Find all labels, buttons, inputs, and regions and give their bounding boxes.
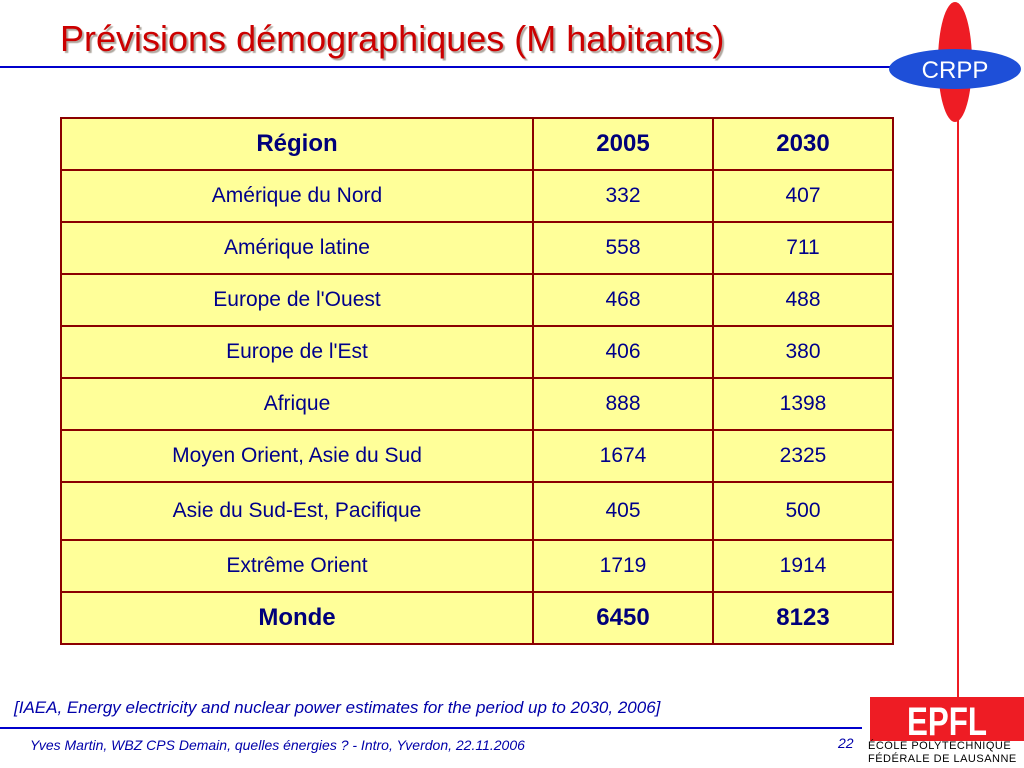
cell-2005: 405: [532, 481, 714, 541]
header-2005: 2005: [532, 117, 714, 171]
epfl-logo-mark: EPFL: [907, 700, 987, 741]
crpp-logo-text: CRPP: [922, 57, 989, 84]
epfl-wordmark: ÉCOLE POLYTECHNIQUE FÉDÉRALE DE LAUSANNE: [868, 740, 1024, 766]
crpp-vertical-line: [957, 120, 959, 700]
slide-title: Prévisions démographiques (M habitants): [60, 18, 725, 59]
epfl-logo-background: [870, 697, 1024, 741]
population-table: Région 2005 2030 Amérique du Nord 332 40…: [60, 117, 894, 645]
cell-2030: 380: [712, 325, 894, 379]
cell-region: Europe de l'Ouest: [60, 273, 534, 327]
table-row: Amérique latine 558 711: [60, 221, 894, 275]
cell-2005: 888: [532, 377, 714, 431]
epfl-logo: EPFL: [870, 697, 1024, 741]
table-row: Amérique du Nord 332 407: [60, 169, 894, 223]
table-row: Europe de l'Est 406 380: [60, 325, 894, 379]
table-row: Moyen Orient, Asie du Sud 1674 2325: [60, 429, 894, 483]
cell-2005: 1674: [532, 429, 714, 483]
cell-region: Europe de l'Est: [60, 325, 534, 379]
footer-text: Yves Martin, WBZ CPS Demain, quelles éne…: [30, 737, 525, 753]
source-citation: [IAEA, Energy electricity and nuclear po…: [14, 698, 661, 717]
cell-2005: 332: [532, 169, 714, 223]
table-total-row: Monde 6450 8123: [60, 591, 894, 645]
header-2030: 2030: [712, 117, 894, 171]
cell-2005: 468: [532, 273, 714, 327]
cell-region: Extrême Orient: [60, 539, 534, 593]
page-number: 22: [838, 735, 854, 751]
cell-region: Amérique du Nord: [60, 169, 534, 223]
cell-2005: 1719: [532, 539, 714, 593]
cell-2030: 488: [712, 273, 894, 327]
total-2005: 6450: [532, 591, 714, 645]
cell-2030: 1398: [712, 377, 894, 431]
cell-region: Afrique: [60, 377, 534, 431]
total-2030: 8123: [712, 591, 894, 645]
cell-2030: 500: [712, 481, 894, 541]
epfl-wordmark-line2: FÉDÉRALE DE LAUSANNE: [868, 753, 1017, 765]
total-label: Monde: [60, 591, 534, 645]
table-row: Afrique 888 1398: [60, 377, 894, 431]
cell-region: Moyen Orient, Asie du Sud: [60, 429, 534, 483]
cell-2030: 407: [712, 169, 894, 223]
cell-2030: 1914: [712, 539, 894, 593]
table-header-row: Région 2005 2030: [60, 117, 894, 171]
title-underline: [0, 66, 900, 68]
crpp-logo: CRPP: [889, 2, 1021, 122]
cell-2005: 558: [532, 221, 714, 275]
cell-region: Amérique latine: [60, 221, 534, 275]
cell-2030: 711: [712, 221, 894, 275]
cell-2005: 406: [532, 325, 714, 379]
footer-rule: [0, 727, 862, 729]
cell-region: Asie du Sud-Est, Pacifique: [60, 481, 534, 541]
table-row: Extrême Orient 1719 1914: [60, 539, 894, 593]
table-row: Asie du Sud-Est, Pacifique 405 500: [60, 481, 894, 541]
cell-2030: 2325: [712, 429, 894, 483]
epfl-wordmark-line1: ÉCOLE POLYTECHNIQUE: [868, 740, 1012, 752]
header-region: Région: [60, 117, 534, 171]
table-row: Europe de l'Ouest 468 488: [60, 273, 894, 327]
crpp-logo-blue-ellipse: [889, 49, 1021, 89]
